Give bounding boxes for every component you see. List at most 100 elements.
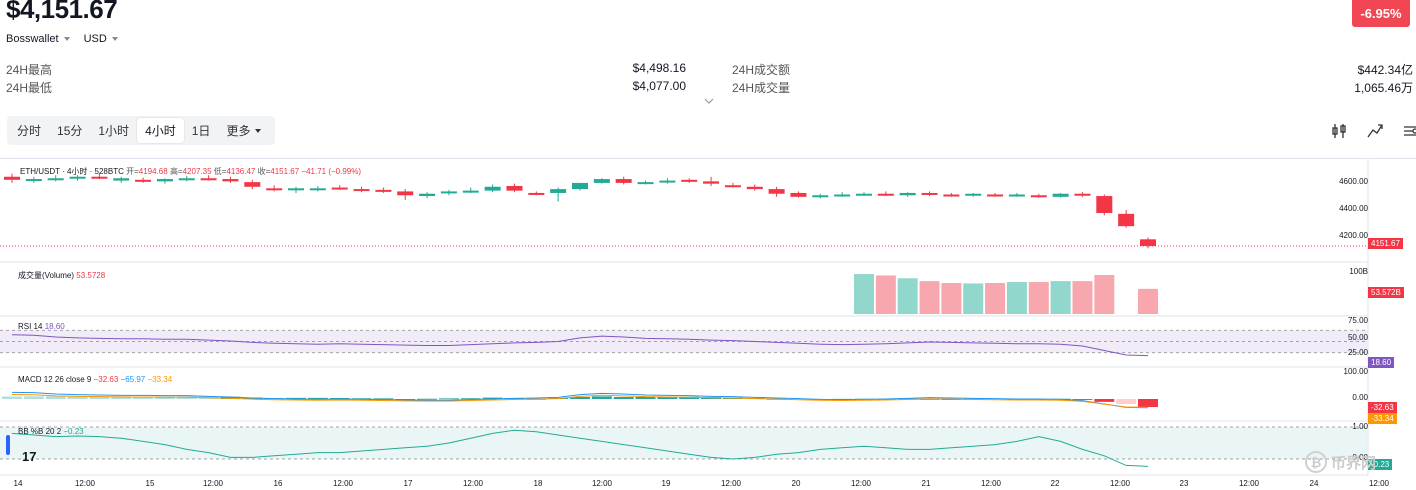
- exchange-selector[interactable]: Bosswallet: [6, 33, 70, 45]
- candle-body: [419, 193, 436, 197]
- candle-body: [768, 189, 785, 194]
- low-label: 低=: [213, 167, 227, 176]
- candle-body: [724, 185, 741, 188]
- candle-body: [91, 176, 108, 179]
- candle-body: [1030, 195, 1047, 198]
- change-value: −41.71 (−0.99%): [301, 167, 362, 176]
- candle-body: [462, 190, 479, 193]
- time-tick: 12:00: [1109, 479, 1131, 488]
- indicator-icon[interactable]: [1366, 122, 1384, 140]
- volume-bar: [941, 282, 962, 314]
- bb-tag: -0.23: [1368, 459, 1393, 470]
- macd-histogram-bar: [286, 397, 306, 399]
- chevron-down-icon: [63, 37, 70, 41]
- candle-body: [375, 189, 392, 192]
- candle-body: [1118, 213, 1135, 227]
- macd-histogram-bar: [482, 397, 503, 399]
- volume-bar: [1094, 274, 1115, 314]
- price-tag: 4151.67: [1368, 238, 1403, 249]
- turnover-label: 24H成交额: [732, 63, 791, 77]
- candle-body: [331, 187, 348, 190]
- tab-label: 更多: [226, 124, 251, 138]
- time-tick: 12:00: [462, 479, 484, 488]
- pane-resize-handle[interactable]: [6, 435, 10, 455]
- macd-histogram-bar: [307, 397, 328, 399]
- candle-body: [69, 176, 86, 179]
- candle-body: [25, 179, 42, 182]
- macd-histogram-bar: [1116, 399, 1137, 404]
- low-value: $4,077.00: [632, 79, 686, 93]
- time-tick: 14: [13, 479, 23, 488]
- symbol-label: ETH/USDT · 4小时 · 528BTC: [20, 167, 124, 176]
- macd-histogram-bar: [351, 398, 372, 400]
- time-tick: 12:00: [1238, 479, 1260, 488]
- open-label: 开=: [126, 167, 139, 176]
- candle-body: [222, 179, 239, 182]
- macd-signal-tag: -33.34: [1368, 413, 1397, 424]
- bb-value: −0.23: [63, 427, 84, 436]
- volume-bar: [854, 274, 874, 314]
- macd-histogram-bar: [591, 396, 612, 399]
- price-chart[interactable]: [0, 159, 1416, 490]
- tab-timeframe[interactable]: 15分: [57, 124, 83, 138]
- volume24-value: 1,065.46万: [1354, 81, 1413, 95]
- candle-body: [943, 194, 960, 197]
- time-tick: 12:00: [591, 479, 613, 488]
- volume-bar: [1028, 282, 1049, 314]
- time-tick: 18: [533, 479, 543, 488]
- expand-chevron-icon[interactable]: [704, 96, 714, 106]
- chevron-down-icon: [255, 128, 262, 133]
- candle-body: [877, 193, 894, 196]
- turnover-value: $442.34亿: [1357, 63, 1413, 77]
- candle-body: [572, 182, 588, 190]
- volume-bar: [1138, 288, 1158, 314]
- volume-bar: [963, 283, 984, 314]
- time-tick: 12:00: [1368, 479, 1390, 488]
- candle-body: [1052, 193, 1069, 197]
- chart-toolbar: [1330, 122, 1416, 140]
- candle-body: [135, 179, 152, 182]
- candle-body: [309, 188, 326, 191]
- candle-body: [1074, 193, 1091, 196]
- settings-icon[interactable]: [1402, 122, 1416, 140]
- macd-histogram-bar: [89, 396, 110, 399]
- price-tick: 4600.00: [1339, 177, 1368, 186]
- macd-signal-line: [11, 393, 1149, 408]
- candle-body: [397, 191, 414, 196]
- candle-body: [353, 189, 370, 192]
- candlestick-settings-icon[interactable]: [1330, 122, 1348, 140]
- chart-area[interactable]: ETH/USDT · 4小时 · 528BTC 开=4194.68 高=4207…: [0, 158, 1416, 489]
- open-value: 4194.68: [138, 167, 168, 176]
- volume-bar: [1072, 281, 1093, 314]
- tab-timeframe[interactable]: 1日: [191, 124, 211, 138]
- candle-body: [659, 180, 676, 183]
- candle-body: [244, 182, 261, 187]
- candle-body: [856, 193, 872, 196]
- time-tick: 12:00: [850, 479, 872, 488]
- time-tick: 20: [791, 479, 801, 488]
- macd-histogram-bar: [23, 396, 44, 399]
- tab-timeframe[interactable]: 1小时: [98, 124, 130, 138]
- candle-body: [681, 179, 698, 182]
- currency-selector[interactable]: USD: [84, 33, 118, 45]
- candle-body: [790, 192, 807, 197]
- close-label: 收=: [257, 167, 271, 176]
- time-tick: 22: [1050, 479, 1060, 488]
- price-change-badge: -6.95%: [1352, 0, 1410, 27]
- tab-timeframe[interactable]: 更多: [218, 118, 269, 143]
- high-label: 24H最高: [6, 63, 53, 77]
- volume-tag: 53.572B: [1368, 287, 1404, 298]
- candle-body: [266, 188, 283, 191]
- time-tick: 12:00: [720, 479, 742, 488]
- volume-value: 53.5728: [76, 271, 106, 280]
- rsi-tick: 50.00: [1347, 333, 1368, 342]
- currency-label: USD: [83, 33, 107, 45]
- candle-body: [288, 188, 304, 191]
- chevron-down-icon: [111, 37, 118, 41]
- candle-body: [113, 178, 130, 181]
- candle-body: [156, 179, 173, 182]
- macd-histogram-bar: [635, 396, 656, 399]
- rsi-line: [11, 334, 1149, 357]
- tab-timeframe[interactable]: 4小时: [137, 118, 184, 143]
- tab-timeframe[interactable]: 分时: [17, 124, 42, 138]
